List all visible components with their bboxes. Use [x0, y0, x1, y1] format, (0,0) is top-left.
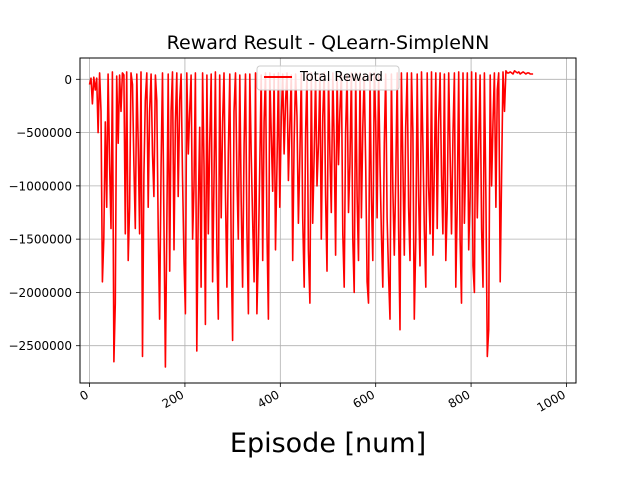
legend: Total Reward	[256, 65, 400, 91]
plot-frame	[79, 57, 577, 384]
y-axis-ticks: 0 −500000 −1000000 −1500000 −2000000 −2500000	[9, 73, 80, 353]
chart-title: Reward Result - QLearn-SimpleNN	[167, 32, 490, 54]
y-tick-label: −500000	[16, 126, 72, 140]
legend-box	[256, 65, 400, 91]
y-tick-label: −2500000	[9, 339, 73, 353]
y-tick-label: −2000000	[9, 286, 73, 300]
y-tick-label: −1000000	[9, 179, 73, 193]
legend-label-total-reward: Total Reward	[299, 70, 383, 85]
y-tick-label: −1500000	[9, 233, 73, 247]
x-axis-label: Episode [num]	[230, 428, 426, 459]
y-tick-label: 0	[64, 73, 72, 87]
